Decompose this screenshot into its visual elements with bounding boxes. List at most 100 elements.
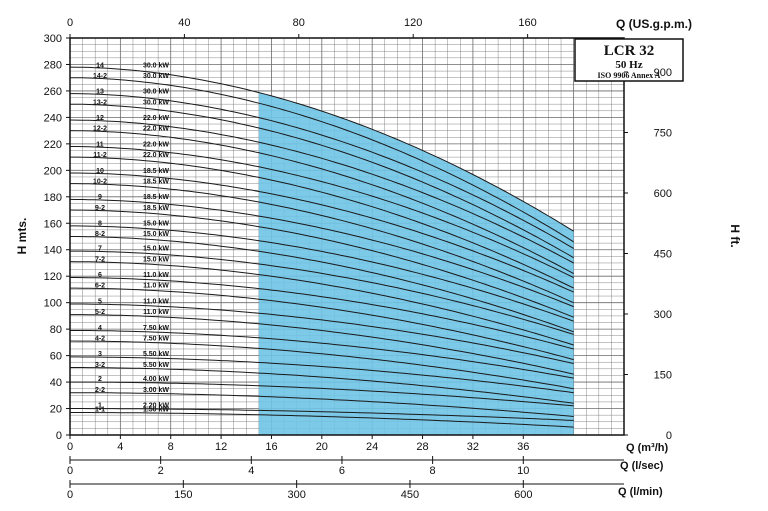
y-tick-label: 160 bbox=[44, 218, 62, 230]
x-tick-label: 10 bbox=[517, 465, 529, 477]
curve-label-power: 30.0 kW bbox=[143, 73, 169, 80]
curve-label-stage: 2-2 bbox=[95, 387, 105, 394]
curve-label-power: 11.0 kW bbox=[143, 309, 169, 316]
x-tick-label: 4 bbox=[117, 441, 123, 453]
y-tick-label: 20 bbox=[50, 404, 62, 416]
curve-label-power: 15.0 kW bbox=[143, 256, 169, 263]
x-top-tick-label: 120 bbox=[404, 17, 422, 29]
y-right-tick-label: 750 bbox=[654, 128, 672, 140]
x-tick-label: 12 bbox=[215, 441, 227, 453]
y-tick-label: 60 bbox=[50, 351, 62, 363]
curve-label-power: 7.50 kW bbox=[143, 325, 169, 332]
pump-curve bbox=[70, 277, 574, 350]
curve-label-stage: 11 bbox=[96, 141, 104, 148]
x-tick-label: 6 bbox=[339, 465, 345, 477]
y-tick-label: 40 bbox=[50, 377, 62, 389]
pump-curve bbox=[70, 130, 574, 275]
x-top-tick-label: 80 bbox=[293, 17, 305, 29]
curve-label-stage: 5-2 bbox=[95, 309, 105, 316]
recommended-range-shading bbox=[258, 92, 574, 435]
y-tick-label: 80 bbox=[50, 324, 62, 336]
curve-label-power: 30.0 kW bbox=[143, 89, 169, 96]
title-box: LCR 32 50 Hz ISO 9906 Annex A bbox=[574, 38, 684, 82]
x-tick-label: 300 bbox=[287, 489, 305, 501]
curve-label-stage: 3-2 bbox=[95, 362, 105, 369]
y-axis-right-title: H ft. bbox=[728, 224, 742, 247]
pump-curve bbox=[70, 146, 574, 278]
curve-label-stage: 9-2 bbox=[95, 205, 105, 212]
pump-curve bbox=[70, 198, 574, 308]
curve-label-power: 18.5 kW bbox=[143, 205, 169, 212]
x-tick-label: 8 bbox=[430, 465, 436, 477]
curve-label-power: 11.0 kW bbox=[143, 283, 169, 290]
y-right-tick-label: 0 bbox=[666, 430, 672, 442]
axes: 0204060801001201401601802002202402602803… bbox=[44, 17, 672, 501]
y-tick-label: 220 bbox=[44, 139, 62, 151]
curve-label-stage: 13-2 bbox=[93, 99, 107, 106]
curve-label-stage: 11-2 bbox=[93, 152, 107, 159]
curve-label-power: 7.50 kW bbox=[143, 335, 169, 342]
y-right-tick-label: 300 bbox=[654, 309, 672, 321]
y-right-tick-label: 600 bbox=[654, 188, 672, 200]
curve-label-power: 11.0 kW bbox=[143, 298, 169, 305]
y-axis-left-title: H mts. bbox=[15, 218, 29, 255]
y-tick-label: 0 bbox=[56, 430, 62, 442]
x-tick-label: 24 bbox=[366, 441, 378, 453]
curve-label-power: 30.0 kW bbox=[143, 62, 169, 69]
pump-curve bbox=[70, 261, 574, 346]
x-top-tick-label: 40 bbox=[178, 17, 190, 29]
curve-label-power: 18.5 kW bbox=[143, 168, 169, 175]
pump-curve bbox=[70, 66, 574, 232]
curve-label-stage: 4 bbox=[98, 325, 102, 332]
x-tick-label: 4 bbox=[248, 465, 254, 477]
curve-label-stage: 5 bbox=[98, 298, 102, 305]
curve-label-stage: 1-1 bbox=[95, 407, 105, 414]
pump-curve bbox=[70, 93, 574, 249]
chart-title: LCR 32 bbox=[604, 43, 654, 59]
pump-curve bbox=[70, 340, 574, 390]
curve-label-power: 4.00 kW bbox=[143, 376, 169, 383]
x-top-tick-label: 160 bbox=[518, 17, 536, 29]
pump-curve bbox=[70, 250, 574, 335]
pump-curve bbox=[70, 156, 574, 289]
curve-label-stage: 8 bbox=[98, 221, 102, 228]
pump-curve bbox=[70, 209, 574, 318]
y-tick-label: 100 bbox=[44, 298, 62, 310]
curve-label-power: 15.0 kW bbox=[143, 221, 169, 228]
pump-curve bbox=[70, 381, 574, 407]
y-tick-label: 280 bbox=[44, 59, 62, 71]
x-tick-label: 16 bbox=[265, 441, 277, 453]
y-tick-label: 180 bbox=[44, 192, 62, 204]
y-tick-label: 240 bbox=[44, 112, 62, 124]
pump-curve bbox=[70, 392, 574, 417]
curve-label-stage: 7 bbox=[98, 246, 102, 253]
curve-label-power: 3.00 kW bbox=[143, 387, 169, 394]
pump-curve bbox=[70, 408, 574, 421]
y-right-tick-label: 900 bbox=[654, 67, 672, 79]
curve-label-power: 1.50 kW bbox=[143, 407, 169, 414]
plot-frame bbox=[69, 37, 625, 436]
pump-curves bbox=[70, 66, 574, 435]
curve-label-stage: 4-2 bbox=[95, 335, 105, 342]
x-tick-label: 600 bbox=[514, 489, 532, 501]
curve-label-stage: 14-2 bbox=[93, 73, 107, 80]
curve-label-power: 22.0 kW bbox=[143, 115, 169, 122]
pump-curve bbox=[70, 412, 574, 428]
x-tick-label: 28 bbox=[416, 441, 428, 453]
curve-label-stage: 7-2 bbox=[95, 256, 105, 263]
curve-label-power: 15.0 kW bbox=[143, 246, 169, 253]
curve-label-stage: 12 bbox=[96, 115, 104, 122]
curve-label-power: 5.50 kW bbox=[143, 351, 169, 358]
curve-label-stage: 3 bbox=[98, 351, 102, 358]
pump-curve bbox=[70, 172, 574, 293]
y-tick-label: 120 bbox=[44, 271, 62, 283]
y-tick-label: 200 bbox=[44, 165, 62, 177]
pump-curve bbox=[70, 236, 574, 333]
frequency-label: 50 Hz bbox=[615, 59, 642, 71]
x-tick-label: 0 bbox=[67, 441, 73, 453]
x-tick-label: 150 bbox=[174, 489, 192, 501]
pump-curve bbox=[70, 225, 574, 322]
pump-curve bbox=[70, 287, 574, 361]
curve-label-stage: 2 bbox=[98, 376, 102, 383]
